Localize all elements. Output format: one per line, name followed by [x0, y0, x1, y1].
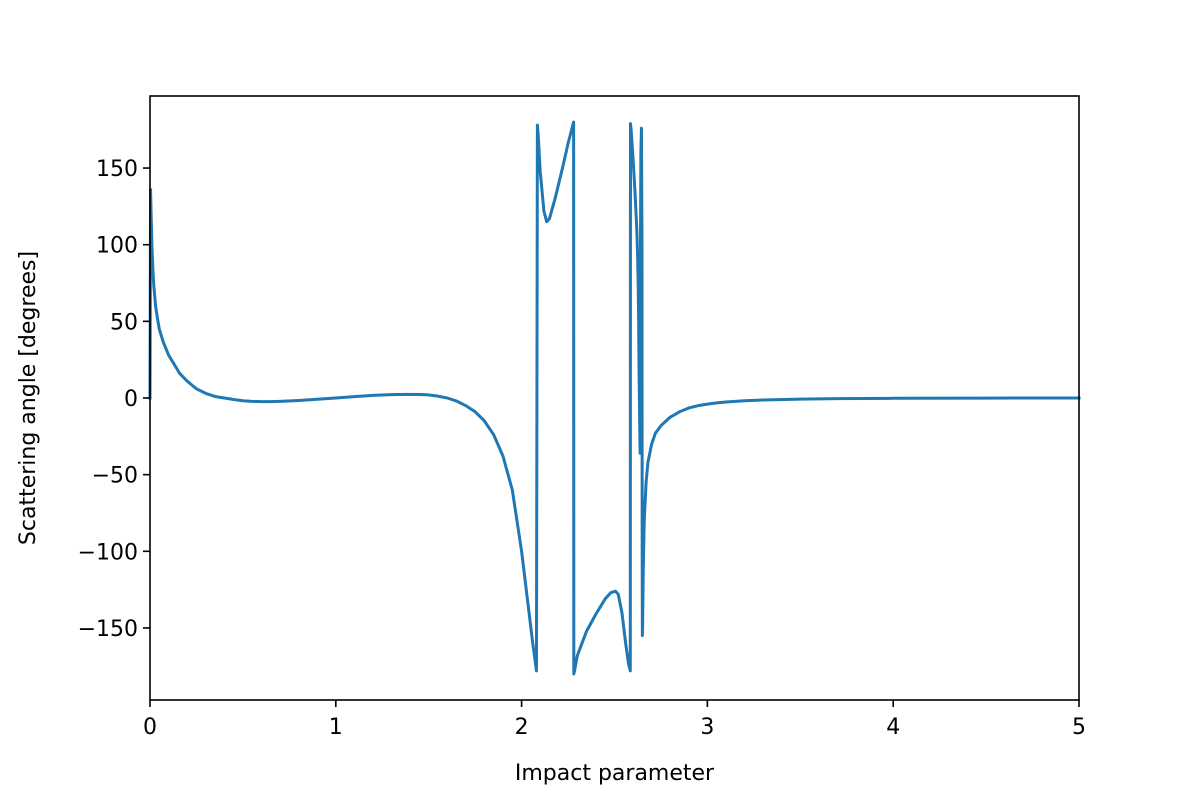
x-tick-label: 2 [515, 715, 529, 740]
x-tick-label: 1 [329, 715, 343, 740]
x-axis-label: Impact parameter [515, 761, 715, 786]
y-axis-label: Scattering angle [degrees] [16, 251, 41, 545]
y-tick-label: 0 [124, 387, 138, 412]
x-tick-label: 5 [1072, 715, 1086, 740]
axes-frame [149, 95, 1080, 701]
y-tick-label: −150 [78, 617, 138, 642]
x-tick-label: 0 [143, 715, 157, 740]
y-tick-label: 50 [110, 310, 138, 335]
y-tick-label: 100 [96, 234, 138, 259]
y-tick-label: 150 [96, 157, 138, 182]
plot-area [148, 120, 1081, 676]
y-tick-label: −50 [92, 464, 138, 489]
y-tick-label: −100 [78, 540, 138, 565]
x-tick-label: 4 [886, 715, 900, 740]
axis-ticks: 0 1 2 3 4 5 −150 −100 −50 0 50 100 150 [78, 157, 1086, 740]
series-line-0 [148, 120, 1081, 676]
x-tick-label: 3 [700, 715, 714, 740]
